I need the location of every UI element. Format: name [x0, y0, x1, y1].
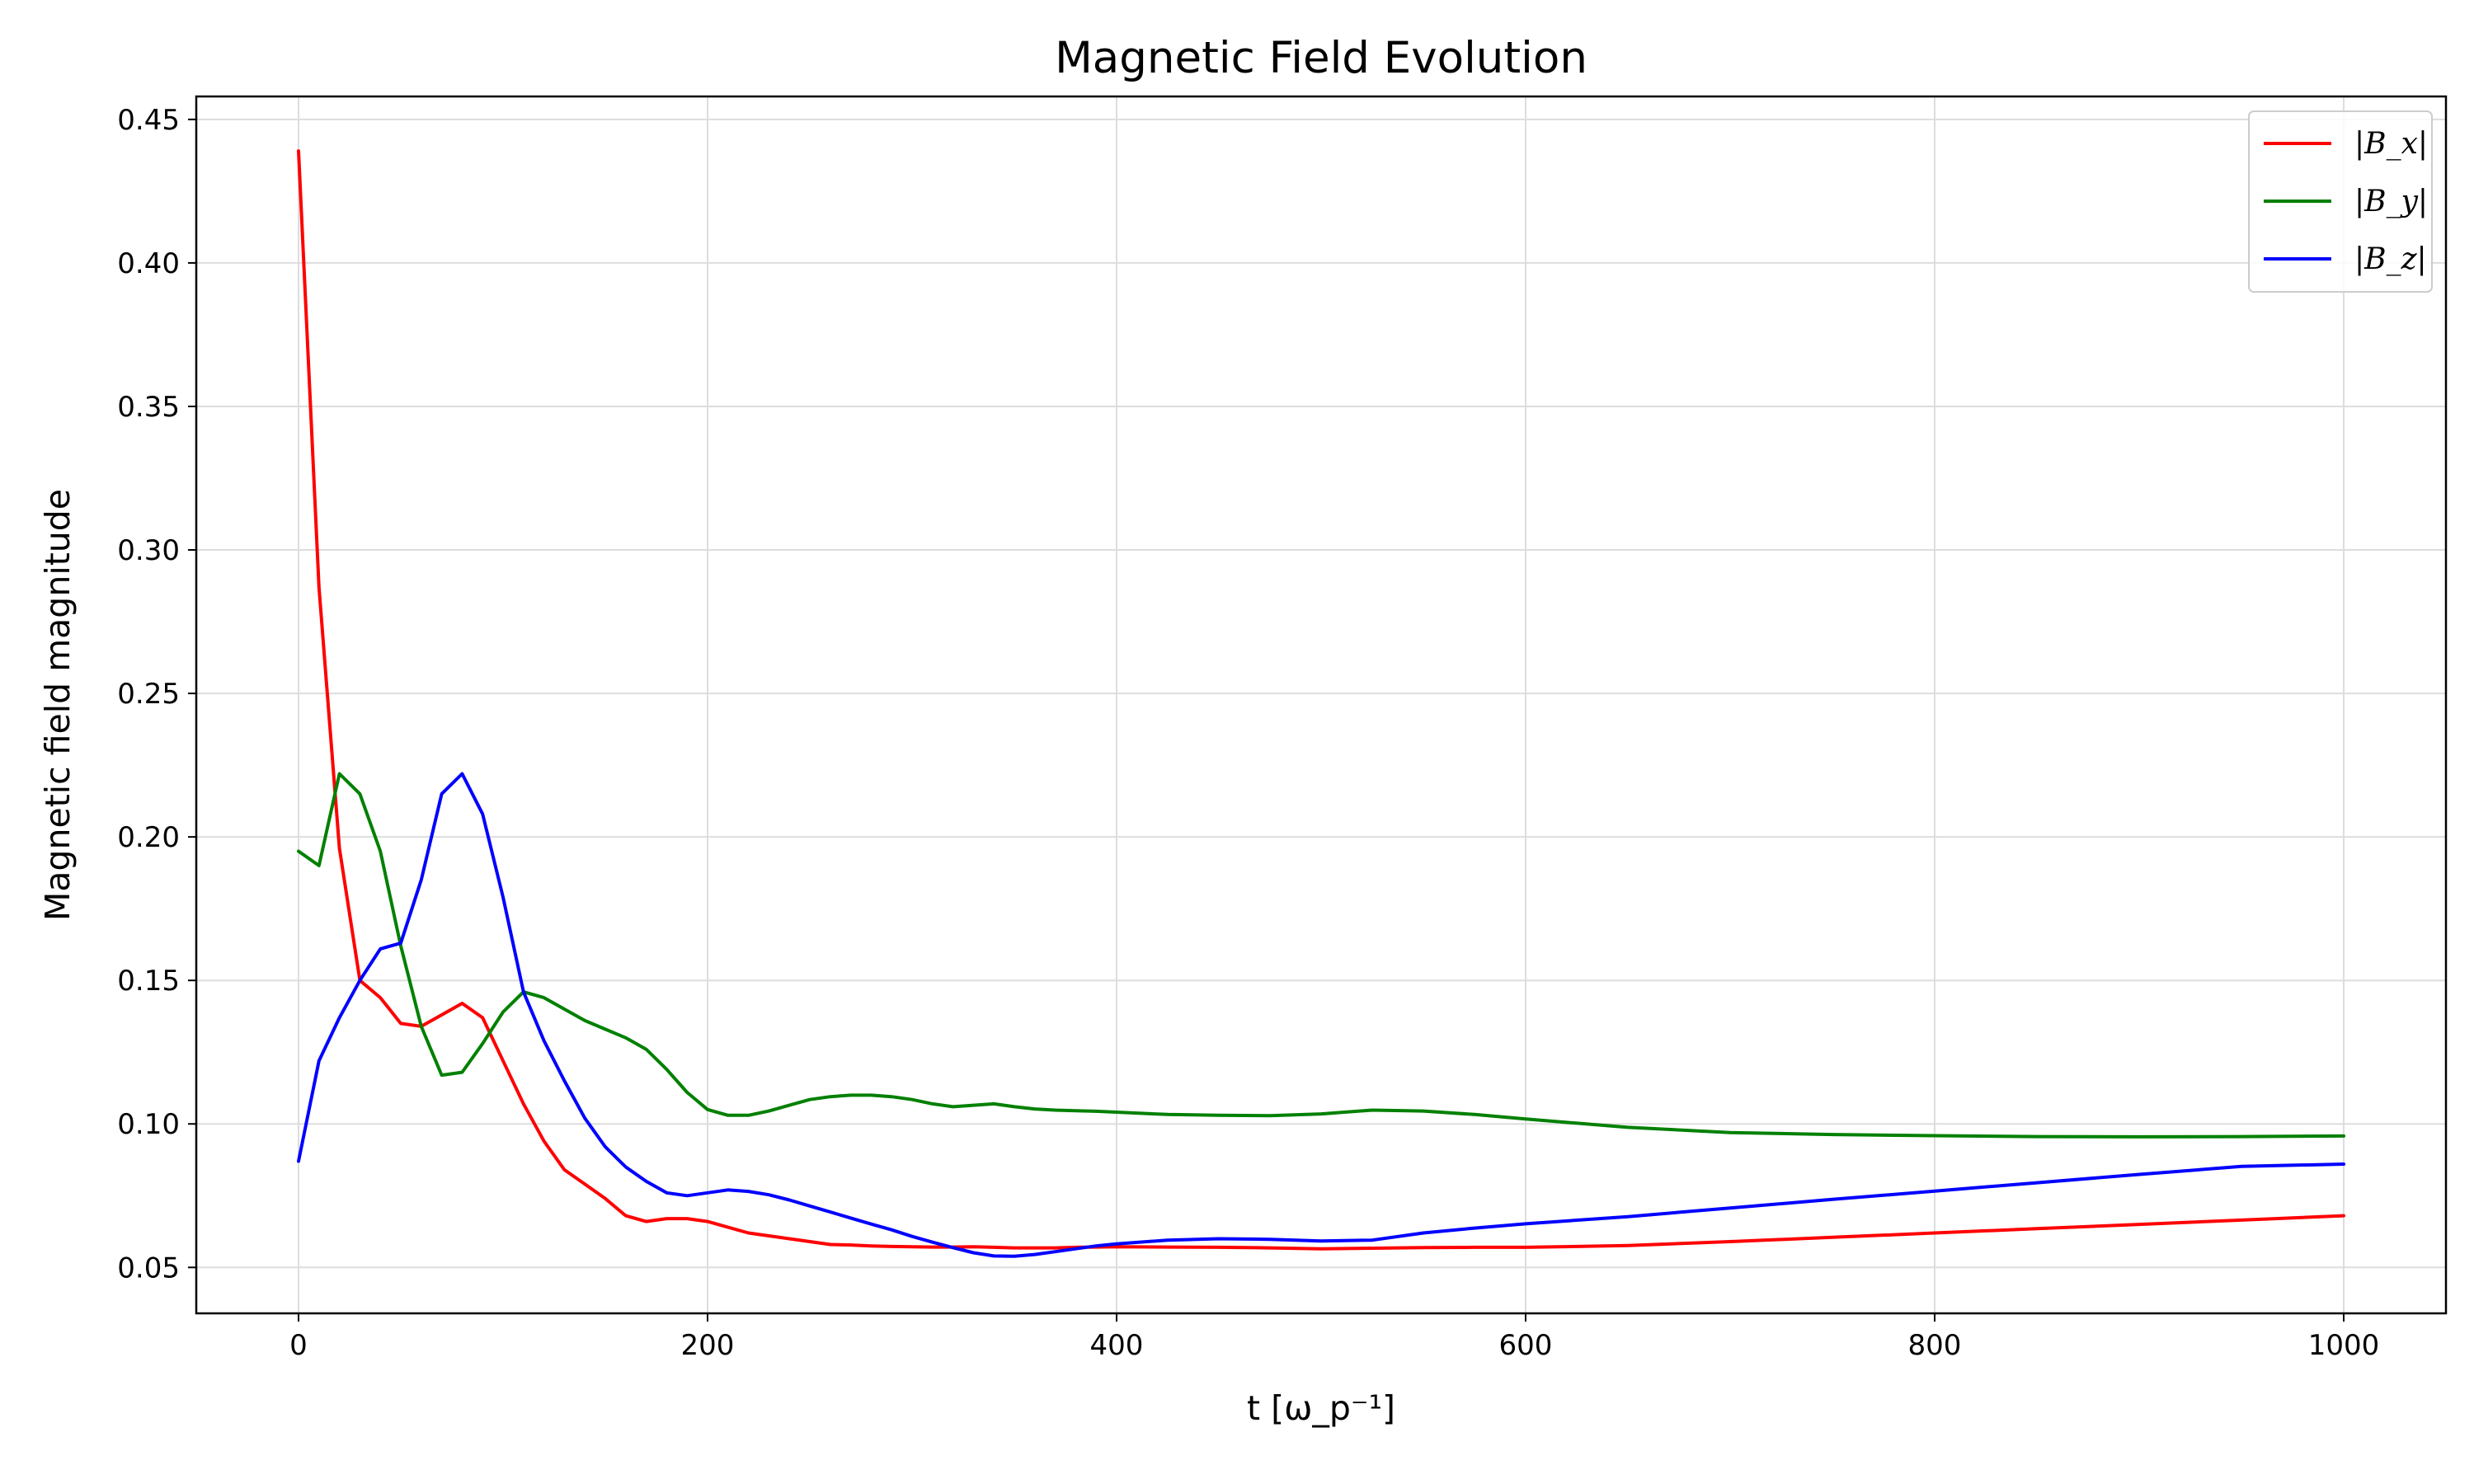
x-tick-label: 600: [1499, 1329, 1553, 1362]
grid-layer: [196, 96, 2446, 1313]
y-tick-label: 0.20: [117, 821, 180, 854]
y-tick-label: 0.35: [117, 391, 180, 424]
x-tick-label: 0: [289, 1329, 308, 1362]
plot-frame: [195, 95, 2448, 1315]
legend-label-1: |B_x|: [2354, 127, 2428, 161]
legend-label-2: |B_y|: [2354, 185, 2428, 218]
y-tick-label: 0.30: [117, 534, 180, 567]
x-tick-label: 400: [1090, 1329, 1144, 1362]
series-layer: [297, 149, 2345, 1258]
y-tick-label: 0.15: [117, 965, 180, 998]
legend-label-3: |B_z|: [2354, 242, 2427, 276]
tick-layer: 0 200 400 600 800 1000 0.05 0.10 0.15 0.20 0.25 0.3…: [117, 104, 2379, 1362]
y-axis-title: Magnetic field magnitude: [38, 489, 78, 921]
chart-title: Magnetic Field Evolution: [1055, 33, 1587, 83]
series-line-2: [297, 772, 2345, 1139]
y-tick-label: 0.10: [117, 1108, 180, 1141]
legend-box: [2248, 110, 2433, 293]
y-tick-label: 0.45: [117, 104, 180, 137]
x-tick-label: 800: [1908, 1329, 1962, 1362]
y-tick-label: 0.25: [117, 678, 180, 711]
y-tick-label: 0.40: [117, 247, 180, 280]
x-axis-title: t [ω_p⁻¹]: [1247, 1388, 1395, 1428]
x-tick-label: 200: [681, 1329, 735, 1362]
y-tick-label: 0.05: [117, 1252, 180, 1284]
x-tick-label: 1000: [2308, 1329, 2380, 1362]
legend: |B_x| |B_y| |B_z|: [2248, 110, 2433, 293]
series-line-3: [297, 772, 2345, 1258]
